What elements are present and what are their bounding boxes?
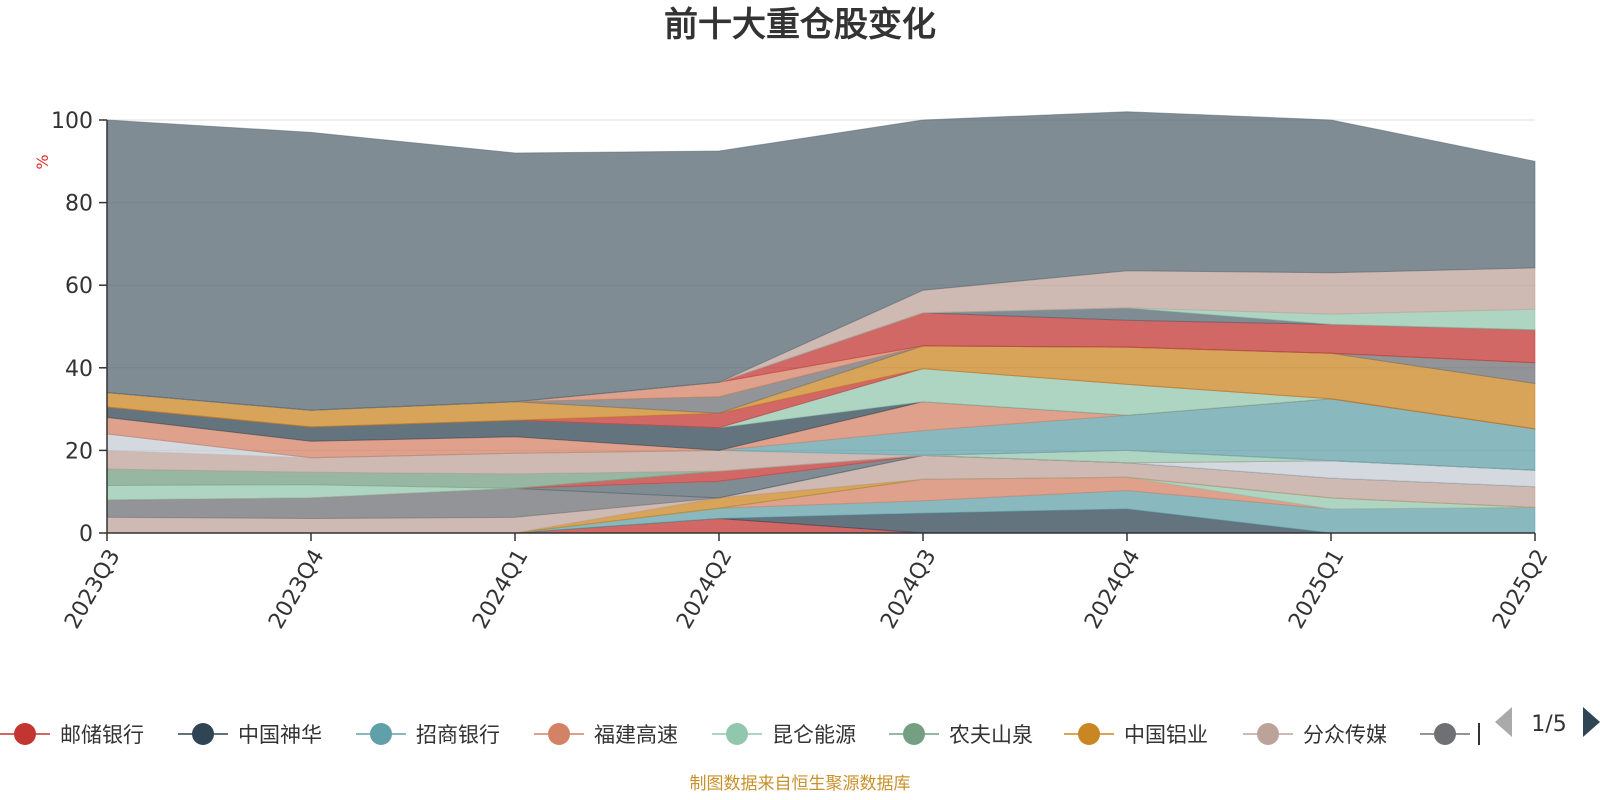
data-source-note: 制图数据来自恒生聚源数据库: [690, 774, 911, 794]
legend-label: 招商银行: [416, 723, 500, 747]
x-tick-label: 2024Q1: [468, 545, 533, 633]
legend-item[interactable]: 中国神华: [178, 723, 322, 747]
legend-marker-icon: [1078, 723, 1100, 745]
x-tick-label: 2025Q1: [1284, 545, 1349, 633]
x-tick-label: 2023Q4: [264, 545, 329, 633]
y-tick-labels: 0 20 40 60 80 100: [51, 109, 93, 547]
legend-item[interactable]: 招商银行: [356, 723, 500, 747]
series-areas: [106, 111, 1536, 534]
legend: 邮储银行 中国神华 招商银行 福建高速 昆仑能源 农夫山泉 中国铝业 分众传媒: [0, 723, 1480, 747]
legend-label: 中国神华: [238, 723, 322, 747]
area-其他: [106, 111, 1536, 411]
legend-pager: 1/5: [1495, 707, 1600, 737]
legend-marker-icon: [192, 723, 214, 745]
legend-item[interactable]: [1420, 723, 1480, 745]
y-tick-label: 60: [65, 274, 93, 299]
x-tick-label: 2025Q2: [1488, 545, 1553, 633]
legend-page-indicator: 1/5: [1531, 712, 1566, 737]
legend-marker-icon: [903, 723, 925, 745]
y-axis-label: %: [33, 154, 52, 169]
axes: [99, 119, 1536, 541]
y-tick-label: 100: [51, 109, 93, 134]
x-tick-label: 2024Q4: [1080, 545, 1145, 633]
legend-item[interactable]: 分众传媒: [1243, 723, 1387, 747]
y-tick-label: 40: [65, 357, 93, 382]
legend-item[interactable]: 邮储银行: [0, 723, 144, 747]
x-tick-label: 2023Q3: [60, 545, 125, 633]
legend-prev-page-button[interactable]: [1495, 707, 1512, 737]
x-tick-label: 2024Q2: [672, 545, 737, 633]
legend-next-page-button[interactable]: [1583, 707, 1600, 737]
legend-marker-icon: [1434, 723, 1456, 745]
legend-marker-icon: [1257, 723, 1279, 745]
chart-title: 前十大重仓股变化: [664, 5, 936, 45]
legend-label: 农夫山泉: [949, 723, 1033, 747]
legend-label-clipped: [1478, 723, 1480, 745]
legend-label: 分众传媒: [1303, 723, 1387, 747]
legend-item[interactable]: 中国铝业: [1064, 723, 1208, 747]
y-tick-label: 0: [79, 522, 93, 547]
legend-label: 福建高速: [594, 723, 678, 747]
legend-marker-icon: [370, 723, 392, 745]
legend-item[interactable]: 昆仑能源: [712, 723, 856, 747]
legend-item[interactable]: 农夫山泉: [889, 723, 1033, 747]
legend-item[interactable]: 福建高速: [534, 723, 678, 747]
legend-marker-icon: [14, 723, 36, 745]
y-tick-label: 20: [65, 439, 93, 464]
legend-label: 昆仑能源: [772, 723, 856, 747]
x-tick-label: 2024Q3: [876, 545, 941, 633]
y-tick-label: 80: [65, 192, 93, 217]
legend-marker-icon: [726, 723, 748, 745]
x-tick-labels: 2023Q3 2023Q4 2024Q1 2024Q2 2024Q3 2024Q4 2025…: [60, 545, 1553, 633]
legend-marker-icon: [548, 723, 570, 745]
legend-label: 邮储银行: [60, 723, 144, 747]
legend-label: 中国铝业: [1124, 723, 1208, 747]
